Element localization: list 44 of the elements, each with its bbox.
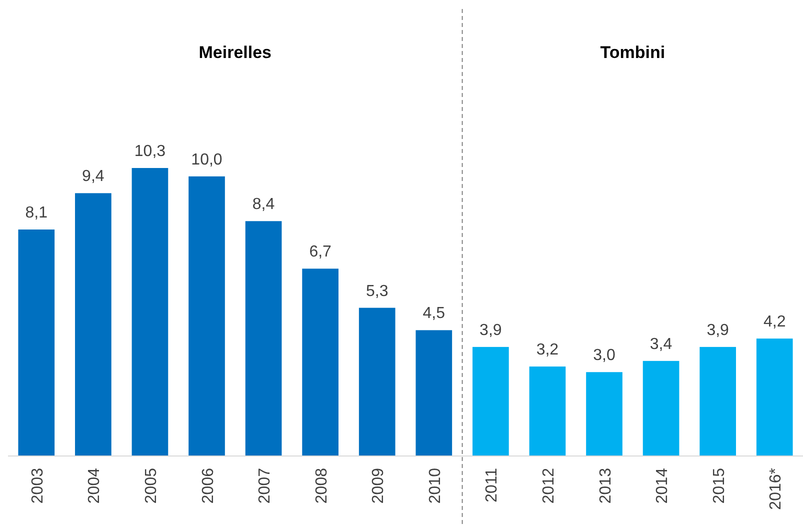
x-tick-label: 2015 [710, 468, 728, 504]
data-label: 3,9 [706, 322, 730, 339]
data-label: 8,4 [252, 196, 275, 214]
data-label: 3,2 [536, 342, 559, 359]
data-label: 9,4 [82, 168, 104, 186]
x-tick-label: 2010 [426, 468, 444, 504]
bar [472, 346, 509, 456]
data-label: 4,2 [763, 314, 786, 331]
data-label: 10,0 [191, 151, 222, 168]
bar [586, 372, 622, 456]
x-tick-label: 2004 [86, 468, 104, 504]
data-label: 8,1 [25, 204, 48, 222]
bar [245, 221, 282, 456]
x-tick-label: 2011 [484, 468, 501, 502]
x-tick-label: 2016* [768, 468, 785, 510]
x-tick-label: 2008 [313, 468, 330, 504]
x-tick-label: 2014 [654, 468, 672, 504]
x-tick-label: 2003 [29, 468, 46, 504]
data-label: 6,7 [309, 244, 332, 261]
bar [188, 176, 225, 456]
bar [75, 193, 112, 456]
data-label: 3,9 [480, 322, 502, 339]
bar [358, 308, 396, 456]
x-tick-label: 2007 [256, 468, 274, 504]
bar [302, 268, 338, 456]
bar [132, 168, 168, 456]
data-label: 3,4 [650, 336, 672, 353]
x-tick-label: 2006 [200, 468, 217, 504]
data-label: 3,0 [593, 347, 616, 364]
text: Tombini [600, 43, 666, 62]
bar [18, 230, 55, 456]
bar [416, 330, 452, 456]
x-tick-label: 2009 [370, 468, 388, 504]
text: Meirelles [198, 43, 272, 62]
x-tick-label: 2013 [597, 468, 614, 504]
bar [700, 346, 736, 456]
x-tick-label: 2005 [142, 468, 160, 504]
x-tick-label: 2012 [540, 468, 558, 504]
data-label: 5,3 [366, 282, 388, 300]
data-label: 10,3 [134, 143, 166, 160]
bar [756, 338, 793, 456]
bar [642, 360, 680, 456]
data-label: 4,5 [422, 305, 446, 322]
bar [529, 366, 566, 456]
